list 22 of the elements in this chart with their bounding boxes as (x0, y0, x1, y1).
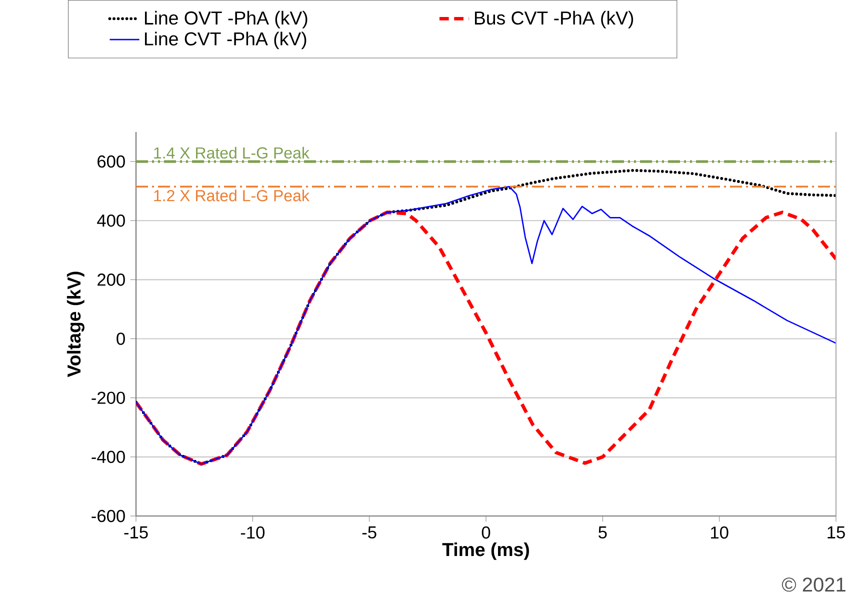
y-tick-label: 400 (97, 214, 125, 227)
x-tick-label: 10 (711, 526, 728, 539)
y-tick-label: -400 (92, 450, 125, 464)
x-tick-label: 0 (482, 526, 490, 539)
x-tick-label: -10 (240, 526, 265, 539)
legend-label: Line CVT -PhA (kV) (144, 32, 306, 50)
ref-line-label: 1.2 X Rated L-G Peak (154, 190, 310, 202)
y-tick-label: 200 (98, 274, 125, 286)
y-tick-label: -200 (92, 392, 125, 404)
x-tick-label: 15 (828, 526, 845, 538)
y-tick-label: 0 (116, 332, 125, 345)
x-tick-label: -5 (362, 526, 376, 538)
x-axis-title: Time (ms) (442, 542, 529, 560)
x-tick-label: -15 (124, 526, 148, 538)
y-tick-label: -600 (92, 510, 125, 522)
ref-line-label: 1.4 X Rated L-G Peak (154, 146, 310, 159)
y-tick-label: 600 (98, 155, 125, 168)
y-axis-title: Voltage (kV) (66, 272, 84, 378)
legend-label: Bus CVT -PhA (kV) (474, 10, 634, 28)
x-tick-label: 5 (598, 526, 607, 538)
legend-label: Line OVT -PhA (kV) (144, 10, 308, 28)
text: © 2021 (782, 578, 846, 592)
